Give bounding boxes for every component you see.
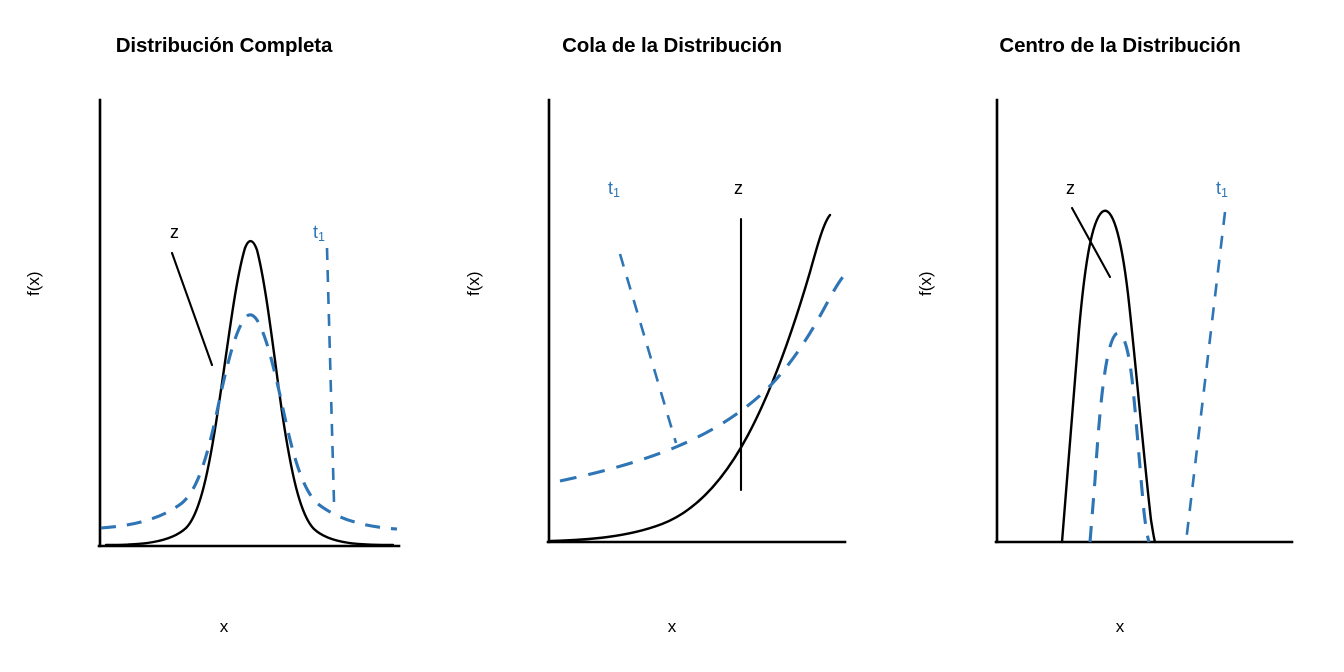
panel-cola-de-la-distribucion: Cola de la Distribución f(x) x t1 z (448, 0, 896, 672)
leader-line-z (170, 251, 214, 367)
curve-label-z: z (1066, 178, 1075, 198)
curve-t1 (100, 313, 398, 531)
leader-line-t1 (618, 253, 678, 444)
panel-centro-de-la-distribucion: Centro de la Distribución f(x) x z t1 (896, 0, 1344, 672)
curve-label-z: z (734, 178, 743, 198)
plot-area (994, 98, 1294, 544)
leader-line-t1 (325, 247, 336, 503)
curve-label-t1: t1 (313, 222, 325, 244)
curve-label-z: z (170, 222, 179, 242)
leader-line-t1 (1184, 211, 1227, 543)
plot-area (97, 98, 401, 548)
plot-area (546, 98, 849, 544)
x-axis-label: x (219, 617, 229, 636)
x-axis-label: x (1115, 617, 1125, 636)
panel-title: Distribución Completa (115, 34, 333, 57)
panel-distribucion-completa: Distribución Completa f(x) x z t1 (0, 0, 448, 672)
panel-title: Centro de la Distribución (999, 34, 1241, 57)
panel-title: Cola de la Distribución (562, 34, 782, 57)
leader-line-z (1070, 206, 1112, 279)
curve-z-normal-center (1060, 209, 1157, 544)
curve-t1-tail (559, 270, 849, 483)
curve-t1-center (1088, 331, 1151, 543)
curve-label-t1: t1 (1216, 178, 1228, 200)
x-axis-label: x (667, 617, 677, 636)
curve-label-t1: t1 (608, 178, 620, 200)
curve-z-normal (104, 239, 395, 547)
curve-z-normal-tail (549, 213, 832, 543)
